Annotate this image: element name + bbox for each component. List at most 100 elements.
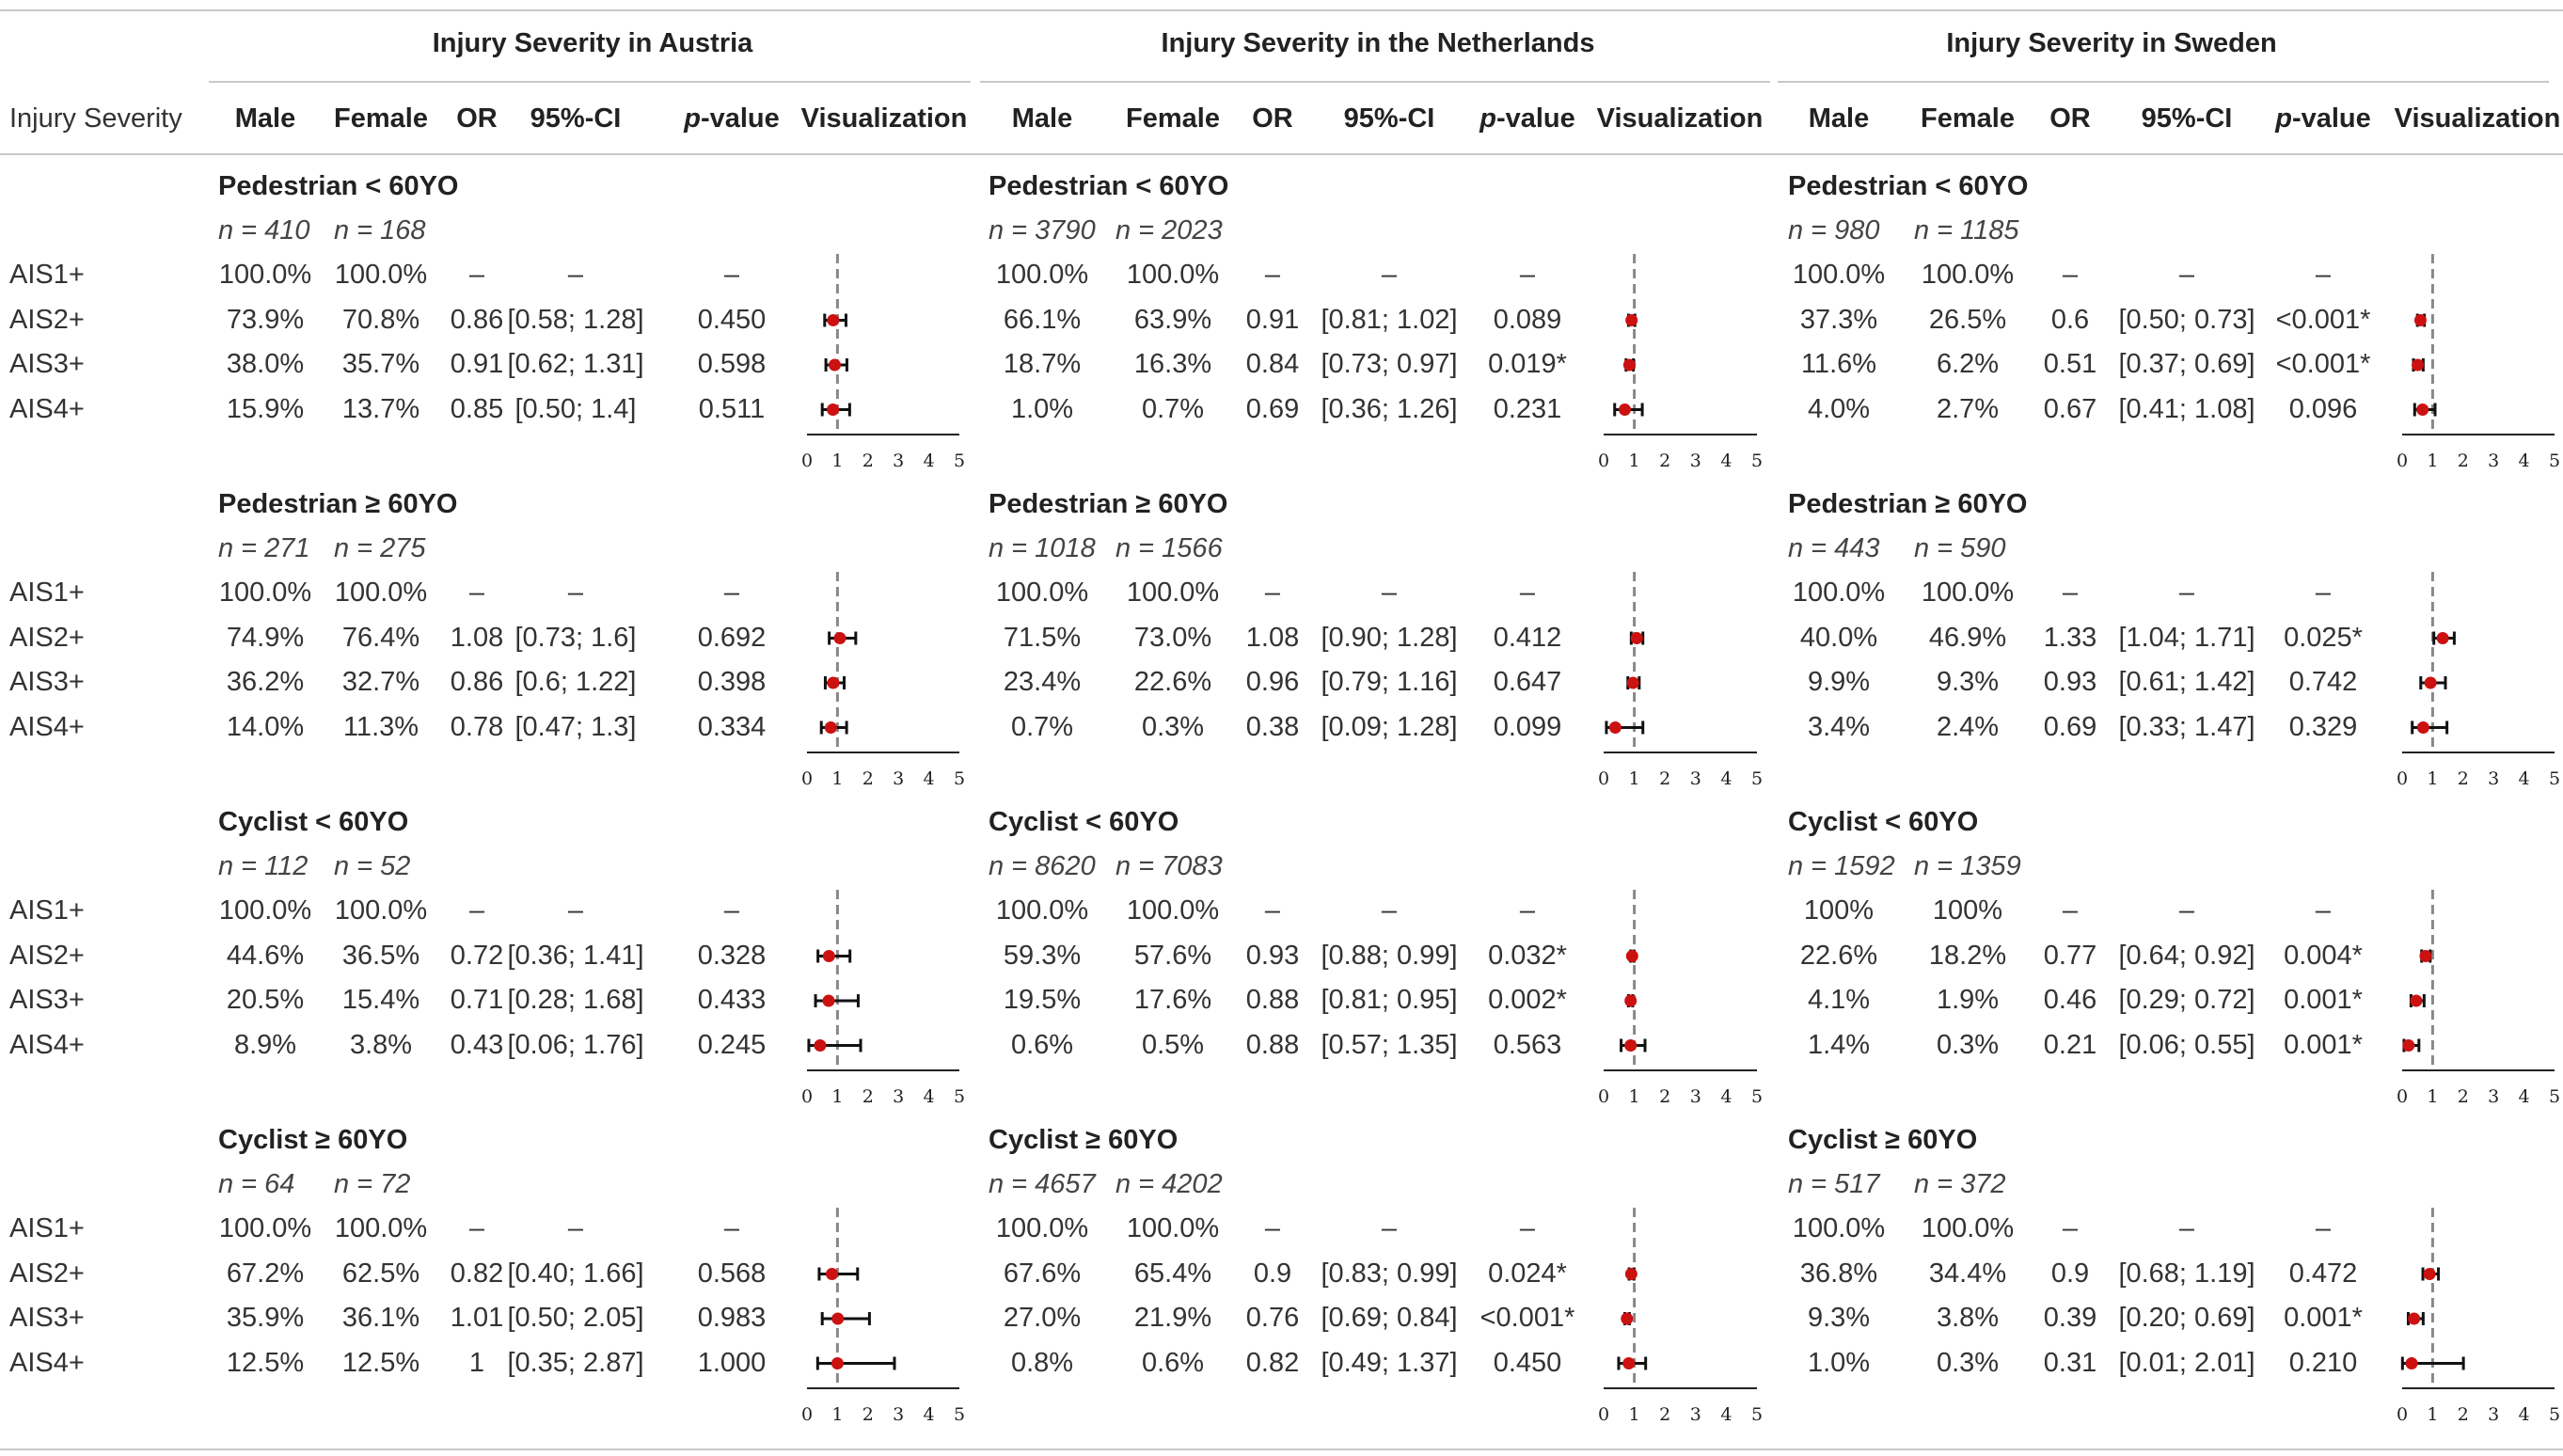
col-header-p-value: p-value xyxy=(684,103,780,135)
confidence-interval: [0.36; 1.26] xyxy=(1321,393,1458,424)
rule-line xyxy=(0,9,2563,11)
male-percent: 100.0% xyxy=(995,260,1089,290)
group-title: Cyclist < 60YO xyxy=(1788,807,1979,837)
tick-label: 4 xyxy=(1720,1086,1732,1107)
tick-label: 0 xyxy=(1598,768,1609,789)
confidence-interval: [0.90; 1.28] xyxy=(1321,622,1458,653)
n-male: n = 517 xyxy=(1788,1169,1880,1199)
tick-label: 4 xyxy=(2519,451,2530,471)
confidence-interval: [0.64; 0.92] xyxy=(2118,940,2255,971)
female-percent: 65.4% xyxy=(1133,1258,1212,1289)
row-label: AIS2+ xyxy=(9,304,85,335)
n-male: n = 112 xyxy=(218,851,309,881)
male-percent: 36.8% xyxy=(1799,1258,1878,1289)
p-value: 0.647 xyxy=(1493,667,1562,697)
female-percent: 1.9% xyxy=(1936,985,2000,1015)
male-percent: 100.0% xyxy=(1792,578,1886,608)
group-title: Cyclist ≥ 60YO xyxy=(989,1125,1179,1155)
confidence-interval: [0.50; 2.05] xyxy=(507,1303,644,1333)
female-percent: 76.4% xyxy=(341,622,420,653)
tick-label: 1 xyxy=(2427,451,2438,471)
p-value: 0.329 xyxy=(2288,711,2358,742)
male-percent: 100.0% xyxy=(995,895,1089,926)
female-percent: 0.5% xyxy=(1141,1029,1205,1060)
confidence-interval: [0.40; 1.66] xyxy=(507,1258,644,1289)
female-percent: 63.9% xyxy=(1133,304,1212,335)
male-percent: 44.6% xyxy=(226,940,305,971)
odds-ratio-point xyxy=(1624,994,1637,1007)
tick-label: 3 xyxy=(1690,1404,1701,1425)
group-title: Pedestrian ≥ 60YO xyxy=(1788,489,2028,519)
p-value: 0.398 xyxy=(697,667,767,697)
odds-ratio: 0.9 xyxy=(2050,1258,2090,1289)
n-female: n = 4202 xyxy=(1115,1169,1223,1199)
male-percent: 23.4% xyxy=(1003,667,1082,697)
p-suffix: -value xyxy=(1495,103,1575,134)
p-value: <0.001* xyxy=(1479,1303,1575,1333)
p-value: 0.568 xyxy=(697,1258,767,1289)
female-percent: 32.7% xyxy=(341,667,420,697)
male-percent: 100.0% xyxy=(995,1213,1089,1243)
p-value: – xyxy=(2315,578,2332,608)
row-label: AIS4+ xyxy=(9,1029,85,1060)
male-percent: 8.9% xyxy=(233,1029,297,1060)
p-value: 0.019* xyxy=(1488,349,1567,379)
odds-ratio: – xyxy=(468,1213,485,1243)
p-value: 0.004* xyxy=(2284,940,2363,971)
p-value: 0.412 xyxy=(1493,622,1562,653)
p-value: 0.025* xyxy=(2284,622,2363,653)
row-label: AIS3+ xyxy=(9,667,85,697)
odds-ratio-point xyxy=(2410,994,2423,1007)
n-female: n = 1359 xyxy=(1914,851,2021,881)
col-header-ci: 95%-CI xyxy=(2141,103,2233,134)
n-male: n = 1018 xyxy=(989,533,1096,563)
p-value: 0.002* xyxy=(1488,985,1567,1015)
confidence-interval: – xyxy=(567,260,584,290)
confidence-interval: – xyxy=(1381,895,1398,926)
p-value: – xyxy=(723,578,740,608)
male-percent: 0.6% xyxy=(1010,1029,1074,1060)
male-percent: 15.9% xyxy=(226,393,305,424)
male-percent: 71.5% xyxy=(1003,622,1082,653)
odds-ratio: 0.78 xyxy=(450,711,504,742)
female-percent: 2.4% xyxy=(1936,711,2000,742)
col-header-male: Male xyxy=(1011,103,1073,134)
confidence-interval: – xyxy=(2178,260,2195,290)
confidence-interval: [0.36; 1.41] xyxy=(507,940,644,971)
male-percent: 36.2% xyxy=(226,667,305,697)
odds-ratio-point xyxy=(831,1312,845,1325)
odds-ratio-point xyxy=(1622,358,1636,372)
odds-ratio: 0.31 xyxy=(2043,1347,2097,1378)
p-value: 0.001* xyxy=(2284,1303,2363,1333)
odds-ratio-point xyxy=(2423,1268,2436,1280)
group-title: Pedestrian < 60YO xyxy=(218,171,459,201)
female-percent: 100.0% xyxy=(334,578,428,608)
odds-ratio: 0.39 xyxy=(2043,1303,2097,1333)
tick-label: 5 xyxy=(1751,1404,1763,1425)
p-value: 0.089 xyxy=(1493,304,1562,335)
confidence-interval: – xyxy=(1381,1213,1398,1243)
tick-label: 2 xyxy=(1659,1086,1670,1107)
tick-label: 3 xyxy=(1690,451,1701,471)
col-header-p-value: p-value xyxy=(2275,103,2371,135)
row-label: AIS2+ xyxy=(9,622,85,653)
p-value: – xyxy=(723,895,740,926)
female-percent: 100.0% xyxy=(1126,1213,1220,1243)
confidence-interval: – xyxy=(567,1213,584,1243)
confidence-interval: [0.57; 1.35] xyxy=(1321,1029,1458,1060)
female-percent: 100.0% xyxy=(1921,1213,2015,1243)
odds-ratio-point xyxy=(1630,632,1643,644)
female-percent: 21.9% xyxy=(1133,1303,1212,1333)
p-suffix: -value xyxy=(700,103,780,134)
n-female: n = 1566 xyxy=(1115,533,1223,563)
row-label: AIS4+ xyxy=(9,1347,85,1378)
odds-ratio-point xyxy=(2408,1312,2421,1325)
odds-ratio: 0.84 xyxy=(1245,349,1300,379)
p-value: 0.210 xyxy=(2288,1347,2358,1378)
tick-label: 4 xyxy=(924,768,935,789)
p-italic: p xyxy=(684,103,701,134)
male-percent: 100.0% xyxy=(218,260,312,290)
